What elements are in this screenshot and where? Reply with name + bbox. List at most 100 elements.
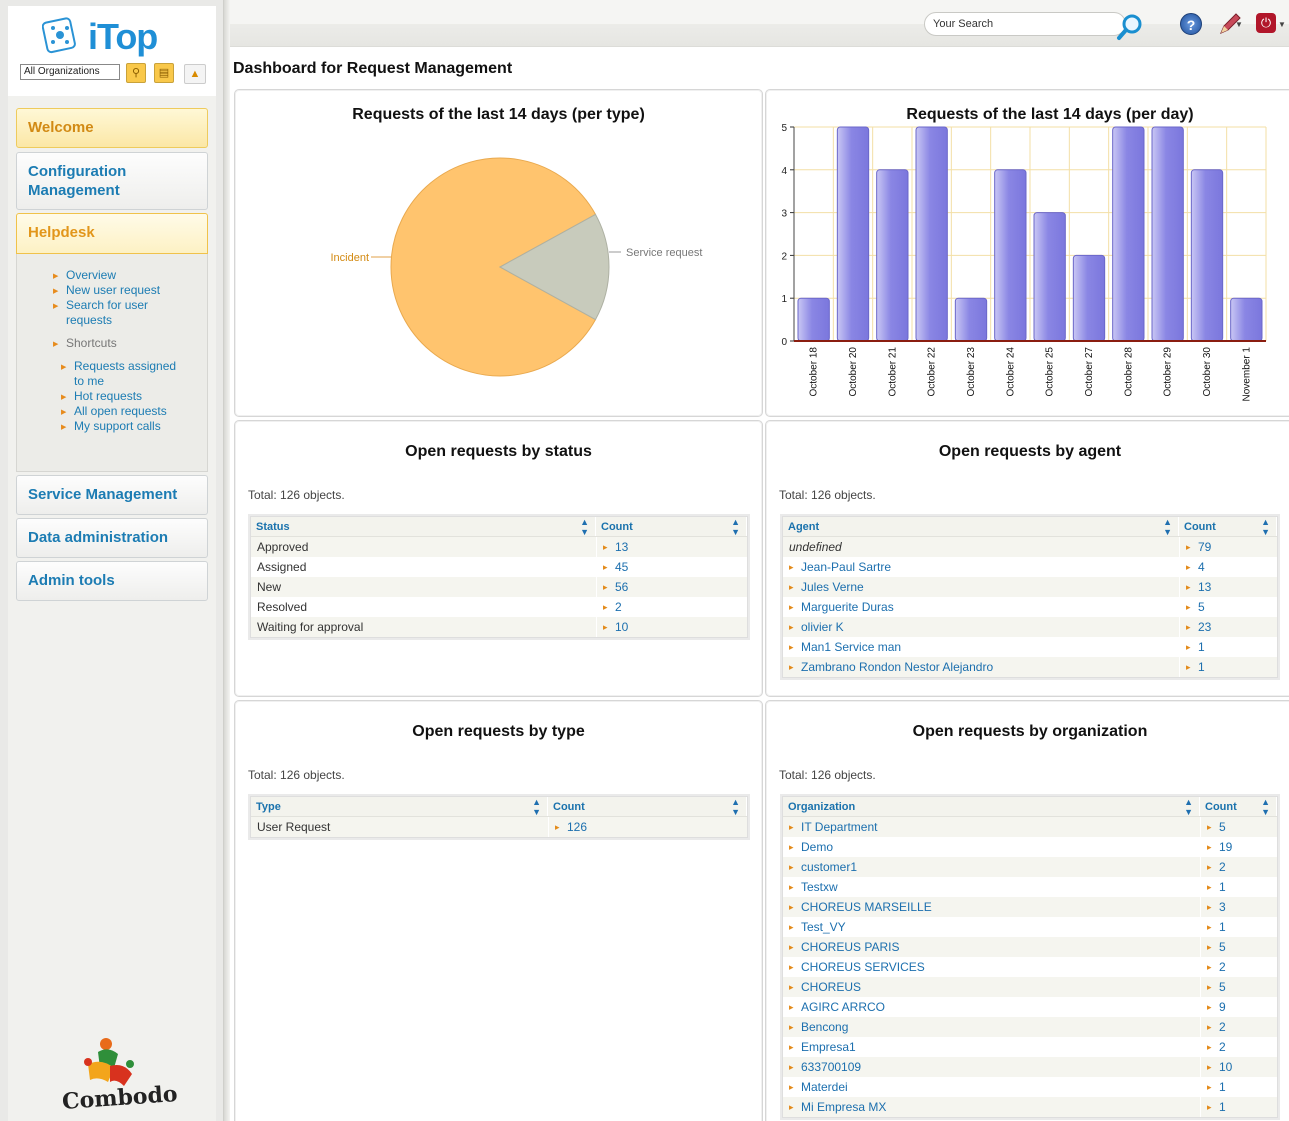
- agent-row-label[interactable]: Zambrano Rondon Nestor Alejandro: [783, 657, 1179, 677]
- type-column-header[interactable]: Type ▲ ▼: [251, 797, 548, 817]
- count-column-header[interactable]: Count ▲ ▼: [596, 517, 747, 537]
- menu-admin-tools[interactable]: Admin tools: [16, 561, 208, 601]
- pie-slice-service-request[interactable]: [498, 213, 610, 321]
- organization-row-label[interactable]: Bencong: [783, 1017, 1200, 1037]
- agent-row-count-link[interactable]: 1: [1179, 657, 1277, 677]
- submenu-shortcuts-label: Shortcuts: [66, 336, 117, 350]
- shortcut-requests-assigned[interactable]: ▶ Requests assigned to me: [61, 359, 184, 389]
- status-column-header[interactable]: Status ▲ ▼: [251, 517, 596, 537]
- search-icon[interactable]: [1115, 12, 1145, 42]
- shortcut-my-support-calls[interactable]: ▶ My support calls: [61, 419, 194, 434]
- page-title: Dashboard for Request Management: [233, 60, 513, 77]
- bar[interactable]: [1151, 126, 1184, 342]
- organization-row-label[interactable]: IT Department: [783, 817, 1200, 837]
- shortcut-hot-requests[interactable]: ▶ Hot requests: [61, 389, 194, 404]
- agent-row-label[interactable]: olivier K: [783, 617, 1179, 637]
- bar[interactable]: [1033, 212, 1066, 342]
- pie-slice-incident[interactable]: [390, 157, 597, 377]
- type-row-count-link[interactable]: 126: [548, 817, 747, 837]
- organization-row-label[interactable]: Test_VY: [783, 917, 1200, 937]
- menu-welcome[interactable]: Welcome: [16, 108, 208, 148]
- menu-configuration-management-label: Configuration Management: [28, 163, 127, 199]
- organization-row-label[interactable]: CHOREUS SERVICES: [783, 957, 1200, 977]
- count-column-header[interactable]: Count ▲ ▼: [1179, 517, 1277, 537]
- organization-row-label[interactable]: CHOREUS: [783, 977, 1200, 997]
- organization-row-count-link[interactable]: 1: [1200, 877, 1277, 897]
- organization-row-count-link[interactable]: 2: [1200, 1017, 1277, 1037]
- organization-row-label[interactable]: Empresa1: [783, 1037, 1200, 1057]
- pin-icon[interactable]: ▲: [184, 64, 206, 84]
- org-tree-icon[interactable]: ▤: [154, 63, 174, 83]
- agent-row-label[interactable]: Marguerite Duras: [783, 597, 1179, 617]
- bar[interactable]: [876, 169, 909, 342]
- organization-row-label[interactable]: Materdei: [783, 1077, 1200, 1097]
- organization-row-count-link[interactable]: 3: [1200, 897, 1277, 917]
- organization-row-label[interactable]: CHOREUS MARSEILLE: [783, 897, 1200, 917]
- organization-row-count-link[interactable]: 2: [1200, 957, 1277, 977]
- organization-row-label[interactable]: Testxw: [783, 877, 1200, 897]
- bar[interactable]: [1112, 126, 1145, 342]
- bar[interactable]: [954, 297, 988, 342]
- organization-row-label[interactable]: Mi Empresa MX: [783, 1097, 1200, 1117]
- count-column-header[interactable]: Count ▲ ▼: [548, 797, 747, 817]
- organization-row-label[interactable]: customer1: [783, 857, 1200, 877]
- agent-row-count-link[interactable]: 79: [1179, 537, 1277, 557]
- organization-row-label[interactable]: AGIRC ARRCO: [783, 997, 1200, 1017]
- menu-helpdesk[interactable]: Helpdesk: [16, 213, 208, 254]
- organization-row-label[interactable]: 633700109: [783, 1057, 1200, 1077]
- organization-row-count-link[interactable]: 1: [1200, 1077, 1277, 1097]
- search-org-icon[interactable]: ⚲: [126, 63, 146, 83]
- bar[interactable]: [994, 169, 1027, 342]
- menu-service-management[interactable]: Service Management: [16, 475, 208, 515]
- status-row-count-link[interactable]: 45: [596, 557, 747, 577]
- menu-data-administration[interactable]: Data administration: [16, 518, 208, 558]
- agent-row-label[interactable]: Jules Verne: [783, 577, 1179, 597]
- organization-row-count-link[interactable]: 9: [1200, 997, 1277, 1017]
- organization-row-count-link[interactable]: 1: [1200, 1097, 1277, 1117]
- organization-column-header[interactable]: Organization ▲ ▼: [783, 797, 1200, 817]
- organization-row-count-link[interactable]: 10: [1200, 1057, 1277, 1077]
- agent-row-count-link[interactable]: 5: [1179, 597, 1277, 617]
- shortcut-my-support-calls-label: My support calls: [74, 419, 161, 433]
- organization-row-count-link[interactable]: 5: [1200, 977, 1277, 997]
- status-row-count-link[interactable]: 13: [596, 537, 747, 557]
- organization-row-count-link[interactable]: 2: [1200, 857, 1277, 877]
- help-icon[interactable]: ?: [1180, 13, 1202, 35]
- logoff-menu-chevron-down-icon[interactable]: ▼: [1278, 20, 1286, 29]
- bar[interactable]: [1230, 297, 1263, 342]
- organization-row-count-link[interactable]: 1: [1200, 917, 1277, 937]
- agent-row-label[interactable]: Man1 Service man: [783, 637, 1179, 657]
- organization-row-count-link[interactable]: 5: [1200, 937, 1277, 957]
- bar[interactable]: [1072, 254, 1106, 342]
- organization-row-count-link[interactable]: 5: [1200, 817, 1277, 837]
- agent-column-header[interactable]: Agent ▲ ▼: [783, 517, 1179, 537]
- organization-select[interactable]: All Organizations: [20, 64, 120, 80]
- submenu-new-user-request[interactable]: ▶ New user request: [53, 283, 196, 298]
- status-row-count-link[interactable]: 56: [596, 577, 747, 597]
- bar[interactable]: [915, 126, 948, 342]
- agent-row-count-link[interactable]: 13: [1179, 577, 1277, 597]
- count-column-header[interactable]: Count ▲ ▼: [1200, 797, 1277, 817]
- agent-row-count-link[interactable]: 4: [1179, 557, 1277, 577]
- status-row-count-link[interactable]: 2: [596, 597, 747, 617]
- submenu-overview[interactable]: ▶ Overview: [53, 268, 196, 283]
- agent-row-count-link[interactable]: 1: [1179, 637, 1277, 657]
- organization-row-label[interactable]: CHOREUS PARIS: [783, 937, 1200, 957]
- bar[interactable]: [836, 126, 870, 342]
- logoff-icon[interactable]: ⏻: [1256, 13, 1276, 33]
- organization-row-label[interactable]: Demo: [783, 837, 1200, 857]
- submenu-search-user-requests[interactable]: ▶ Search for user requests: [53, 298, 166, 328]
- bar[interactable]: [797, 297, 830, 342]
- organization-row-count-link[interactable]: 19: [1200, 837, 1277, 857]
- agent-row-label[interactable]: Jean-Paul Sartre: [783, 557, 1179, 577]
- edit-menu-chevron-down-icon[interactable]: ▼: [1235, 20, 1243, 29]
- bar[interactable]: [1190, 169, 1224, 342]
- menu-configuration-management[interactable]: Configuration Management: [16, 152, 208, 210]
- shortcut-all-open-requests[interactable]: ▶ All open requests: [61, 404, 194, 419]
- sidebar-splitter[interactable]: [224, 0, 230, 1121]
- organization-row-count-link[interactable]: 2: [1200, 1037, 1277, 1057]
- global-search-input[interactable]: Your Search: [924, 12, 1126, 36]
- status-row-count-link[interactable]: 10: [596, 617, 747, 637]
- edit-icon[interactable]: [1218, 12, 1244, 36]
- agent-row-count-link[interactable]: 23: [1179, 617, 1277, 637]
